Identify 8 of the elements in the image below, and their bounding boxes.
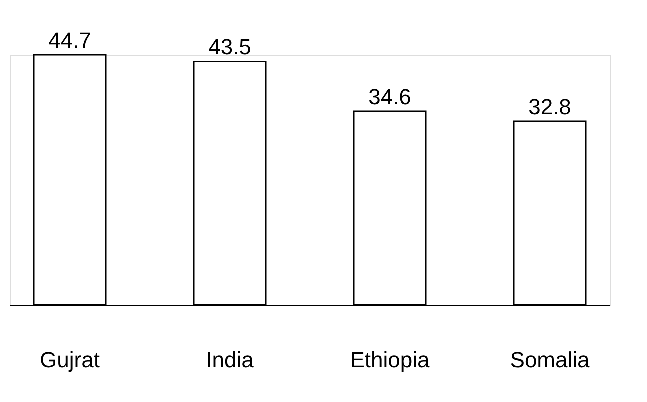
- x-tick-label: Gujrat: [40, 348, 100, 372]
- data-label: 32.8: [528, 94, 572, 120]
- data-label: 34.6: [368, 84, 412, 110]
- x-tick-label: Somalia: [510, 348, 591, 372]
- data-label: 44.7: [48, 28, 92, 53]
- x-tick-label: Ethiopia: [350, 348, 431, 372]
- x-tick-label: India: [206, 348, 255, 372]
- data-label: 43.5: [208, 34, 252, 60]
